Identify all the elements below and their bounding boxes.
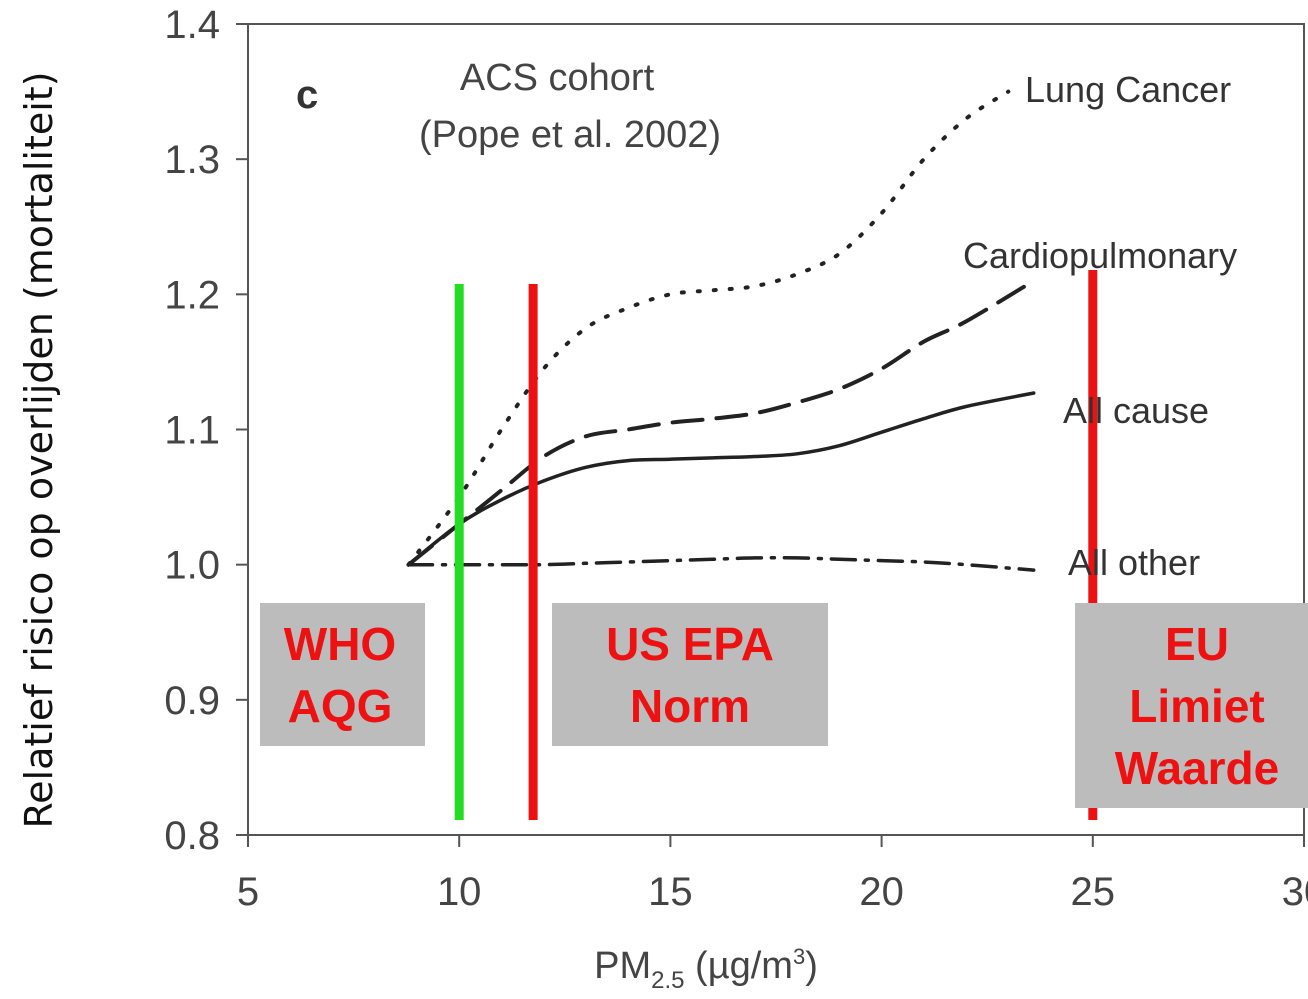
threshold-label-eu-limiet-waarde-line: Limiet bbox=[1129, 680, 1264, 732]
y-tick-label: 0.8 bbox=[164, 814, 220, 858]
y-tick-label: 1.4 bbox=[164, 3, 220, 47]
series-label-cardiopulmonary: Cardiopulmonary bbox=[963, 235, 1237, 276]
chart-title-line1: ACS cohort bbox=[460, 57, 655, 99]
series-label-layer: Lung Cancer Cardiopulmonary All cause All o… bbox=[963, 69, 1237, 583]
threshold-box-eu-limiet-waarde bbox=[1075, 603, 1308, 808]
series-line-all-other bbox=[406, 556, 1036, 572]
threshold-box-us-epa-norm bbox=[552, 603, 828, 746]
tick-layer: 5 10 15 20 25 30 0.8 0.9 1.0 1.1 1.2 1.3 1.4 bbox=[164, 3, 1308, 914]
x-tick-label: 20 bbox=[859, 870, 904, 914]
threshold-label-who-aqg-line: WHO bbox=[284, 618, 396, 670]
x-tick-label: 15 bbox=[648, 870, 693, 914]
y-tick-label: 1.1 bbox=[164, 409, 220, 453]
x-tick-label: 25 bbox=[1071, 870, 1116, 914]
threshold-label-us-epa-norm-line: Norm bbox=[630, 680, 750, 732]
y-tick-label: 1.2 bbox=[164, 273, 220, 317]
x-axis-label-subscript: 2.5 bbox=[651, 967, 684, 994]
panel-letter: c bbox=[296, 73, 318, 117]
threshold-label-eu-limiet-waarde-line: Waarde bbox=[1115, 742, 1279, 794]
chart-title-line2: (Pope et al. 2002) bbox=[419, 114, 721, 156]
x-tick-label: 5 bbox=[237, 870, 259, 914]
series-line-all-cause bbox=[406, 391, 1036, 567]
x-axis-label-main: PM bbox=[594, 945, 651, 987]
threshold-label-layer: WHO AQG US EPA Norm EU Limiet Waarde bbox=[260, 603, 1308, 808]
series-label-all-other: All other bbox=[1068, 542, 1200, 583]
threshold-label-who-aqg-line: AQG bbox=[288, 680, 393, 732]
series-label-all-cause: All cause bbox=[1063, 390, 1209, 431]
series-line-cardiopulmonary bbox=[406, 278, 1036, 567]
x-axis-label-close: ) bbox=[805, 945, 818, 987]
x-tick-label: 30 bbox=[1282, 870, 1308, 914]
x-axis-label: PM2.5 (µg/m3) bbox=[594, 944, 818, 994]
y-tick-label: 0.9 bbox=[164, 679, 220, 723]
threshold-label-eu-limiet-waarde-line: EU bbox=[1165, 618, 1229, 670]
threshold-label-us-epa-norm-line: US EPA bbox=[606, 618, 774, 670]
x-axis-label-superscript: 3 bbox=[793, 944, 805, 969]
x-tick-label: 10 bbox=[437, 870, 482, 914]
y-tick-label: 1.0 bbox=[164, 544, 220, 588]
threshold-box-who-aqg bbox=[260, 603, 425, 746]
y-axis-label: Relatief risico op overlijden (mortalite… bbox=[17, 71, 61, 828]
y-tick-label: 1.3 bbox=[164, 138, 220, 182]
series-layer bbox=[406, 89, 1036, 572]
series-label-lung-cancer: Lung Cancer bbox=[1025, 69, 1231, 110]
x-axis-label-unit: (µg/m bbox=[685, 945, 793, 987]
